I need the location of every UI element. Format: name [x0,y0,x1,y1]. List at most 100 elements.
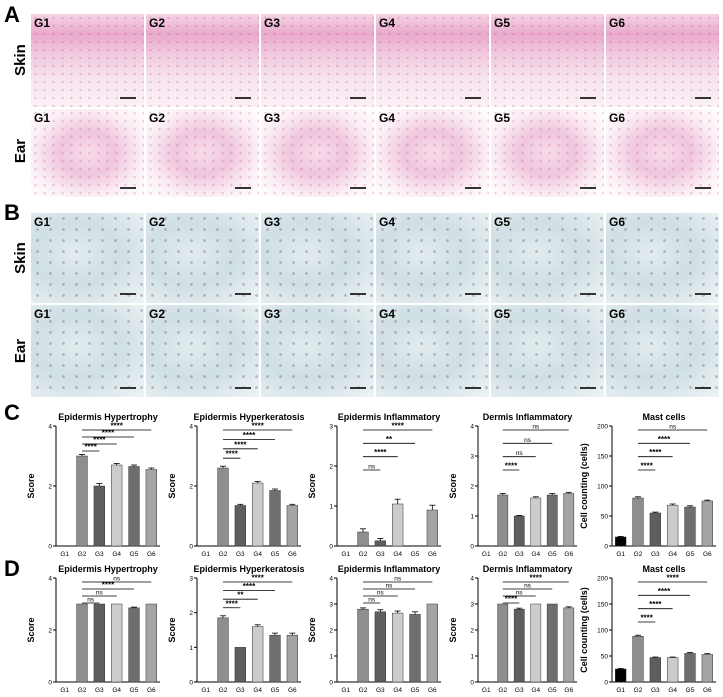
x-tick-label: G2 [219,551,228,558]
bar-g6 [563,493,575,547]
x-tick-label: G5 [686,551,695,558]
row-label-a-ear: Ear [12,138,29,164]
x-tick-label: G6 [147,551,156,558]
x-tick-label: G3 [236,551,245,558]
significance-label: **** [225,599,238,608]
significance-label: **** [374,448,387,457]
tb-skin-g2-image: G2 [146,213,259,303]
significance-label: ns [516,450,524,457]
significance-label: **** [505,595,518,604]
x-tick-label: G4 [668,551,677,558]
row-label-a-skin: Skin [12,44,29,76]
image-label: G4 [379,307,396,321]
image-label: G2 [149,16,166,30]
significance-label: ns [87,597,95,604]
y-axis-label: Score [307,473,317,498]
x-tick-label: G4 [253,551,262,558]
y-tick-label: 4 [470,576,474,583]
image-label: G3 [264,111,281,125]
chart-d-mast-cells: Mast cells Cell counting (cells) 0 50 100 150… [579,564,716,694]
x-tick-label: G1 [60,551,69,558]
y-tick-label: 4 [48,424,52,431]
x-tick-label: G4 [393,687,402,694]
x-tick-label: G2 [359,687,368,694]
bar-g3 [513,608,525,683]
y-tick-label: 2 [189,484,193,491]
x-tick-label: G1 [201,551,210,558]
y-tick-label: 2 [329,464,333,471]
bar-g5 [684,653,696,683]
x-tick-label: G3 [95,687,104,694]
x-tick-label: G3 [95,551,104,558]
x-tick-label: G5 [411,687,420,694]
x-tick-label: G5 [411,551,420,558]
x-tick-label: G4 [253,687,262,694]
bar-g1 [615,668,627,683]
image-label: G3 [264,16,281,30]
image-label: G5 [494,16,511,30]
x-tick-label: G4 [668,687,677,694]
x-tick-label: G2 [498,687,507,694]
bar-g2 [76,603,88,683]
y-tick-label: 100 [597,484,608,491]
tb-ear-g1-image: G1 [31,305,144,397]
y-tick-label: 2 [48,628,52,635]
x-tick-label: G1 [616,551,625,558]
y-tick-label: 4 [470,424,474,431]
significance-label: **** [84,443,97,452]
chart-d-dermis-inflammatory: Dermis Inflammatory Score 0 1 2 3 4 G1 G2 G3 G4 G5 G… [448,564,577,694]
chart-d-epidermis-inflammatory: Epidermis Inflammatory Score 0 1 2 3 4 G1 G2 G3 G4… [307,564,441,694]
tb-ear-g2-image: G2 [146,305,259,397]
image-label: G1 [34,16,51,30]
chart-title: Epidermis Inflammatory [338,564,441,574]
x-tick-label: G3 [515,687,524,694]
x-tick-label: G4 [112,687,121,694]
x-tick-label: G5 [548,551,557,558]
significance-label: ns [524,437,532,444]
bar-g4 [530,497,542,547]
significance-label: ns [669,424,677,431]
y-tick-label: 50 [601,514,609,521]
significance-label: ns [96,590,104,597]
image-label: G6 [609,111,626,125]
y-tick-label: 0 [189,680,193,687]
x-tick-label: G3 [515,551,524,558]
bar-g6 [286,634,298,683]
bar-g4 [530,603,542,683]
x-tick-label: G2 [219,687,228,694]
panel-label-a: A [4,2,20,27]
significance-label: ns [377,590,385,597]
bar-g3 [93,603,105,683]
x-tick-label: G5 [130,687,139,694]
x-tick-label: G1 [616,687,625,694]
y-tick-label: 2 [329,628,333,635]
x-tick-label: G2 [634,687,643,694]
panel-label-b: B [4,200,20,225]
x-tick-label: G3 [651,551,660,558]
bar-g3 [234,647,246,683]
significance-label: ** [386,435,393,444]
x-tick-label: G3 [651,687,660,694]
x-tick-label: G1 [341,687,350,694]
chart-title: Epidermis Hyperkeratosis [193,412,304,422]
chart-c-mast-cells: Mast cells Cell counting (cells) 0 50 100 150… [579,412,716,558]
y-tick-label: 4 [329,576,333,583]
y-tick-label: 2 [470,484,474,491]
image-label: G4 [379,111,396,125]
y-tick-label: 0 [189,544,193,551]
he-skin-g5-image: G5 [491,14,604,107]
chart-c-epidermis-hyperkeratosis: Epidermis Hyperkeratosis Score 0 2 4 G1 G2 G3 G4… [167,412,305,558]
y-tick-label: 150 [597,454,608,461]
x-tick-label: G2 [498,551,507,558]
image-label: G4 [379,16,396,30]
significance-label: **** [658,435,671,444]
significance-label: **** [640,614,653,623]
x-tick-label: G4 [112,551,121,558]
y-tick-label: 1 [470,654,474,661]
bar-g6 [701,500,713,547]
x-tick-label: G3 [236,687,245,694]
significance-label: **** [110,422,123,431]
x-tick-label: G1 [201,687,210,694]
row-label-b-skin: Skin [12,242,29,274]
chart-title: Dermis Inflammatory [483,412,573,422]
